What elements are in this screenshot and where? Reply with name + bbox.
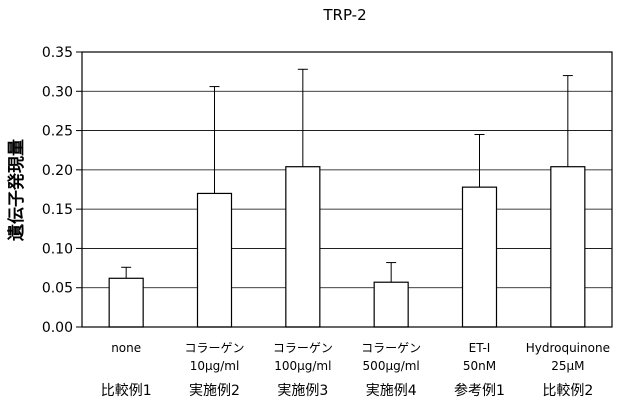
- bar: [196, 192, 233, 328]
- bar: [461, 186, 498, 328]
- x-category-name: コラーゲン: [273, 341, 333, 355]
- x-category-name: none: [111, 341, 141, 355]
- x-category-name: コラーゲン: [184, 341, 244, 355]
- x-category-group: 比較例2: [542, 383, 593, 399]
- x-category-dose: 50nM: [463, 359, 496, 373]
- x-category-dose: 25μM: [551, 359, 584, 373]
- x-category-group: 参考例1: [454, 382, 505, 399]
- chart-title: TRP-2: [322, 6, 366, 24]
- x-category-name: ET-I: [469, 341, 491, 355]
- x-category-dose: 10μg/ml: [190, 359, 240, 373]
- bar: [550, 166, 586, 328]
- y-tick-label: 0.25: [42, 124, 73, 140]
- y-tick-label: 0.00: [42, 320, 73, 336]
- x-category-name: コラーゲン: [361, 341, 421, 355]
- gridlines: [82, 90, 612, 289]
- x-category-name: Hydroquinone: [526, 341, 610, 355]
- y-tick-label: 0.35: [42, 45, 73, 61]
- x-category-group: 実施例4: [366, 383, 417, 399]
- y-tick-label: 0.05: [42, 281, 73, 297]
- bars: [108, 68, 586, 328]
- x-category-group: 比較例1: [101, 383, 152, 399]
- x-category-group: 実施例2: [189, 383, 240, 399]
- bar: [373, 281, 409, 328]
- plot-frame: [81, 51, 613, 328]
- y-axis-ticks: 0.00 0.05 0.10 0.15 0.20 0.25 0.30 0.35: [42, 45, 82, 336]
- y-axis-label: 遺伝子発現量: [6, 139, 27, 241]
- x-category-dose: 100μg/ml: [274, 359, 331, 373]
- y-tick-label: 0.20: [42, 163, 73, 179]
- x-category-group: 実施例3: [277, 383, 328, 399]
- bar: [108, 277, 144, 328]
- y-tick-label: 0.10: [42, 241, 73, 257]
- bar: [285, 166, 321, 328]
- y-tick-label: 0.30: [42, 84, 73, 100]
- x-category-dose: 500μg/ml: [363, 359, 420, 373]
- y-tick-label: 0.15: [42, 202, 73, 218]
- x-axis-labels: none 比較例1 コラーゲン 10μg/ml 実施例2 コラーゲン 100μg/ml 実施例…: [101, 341, 610, 399]
